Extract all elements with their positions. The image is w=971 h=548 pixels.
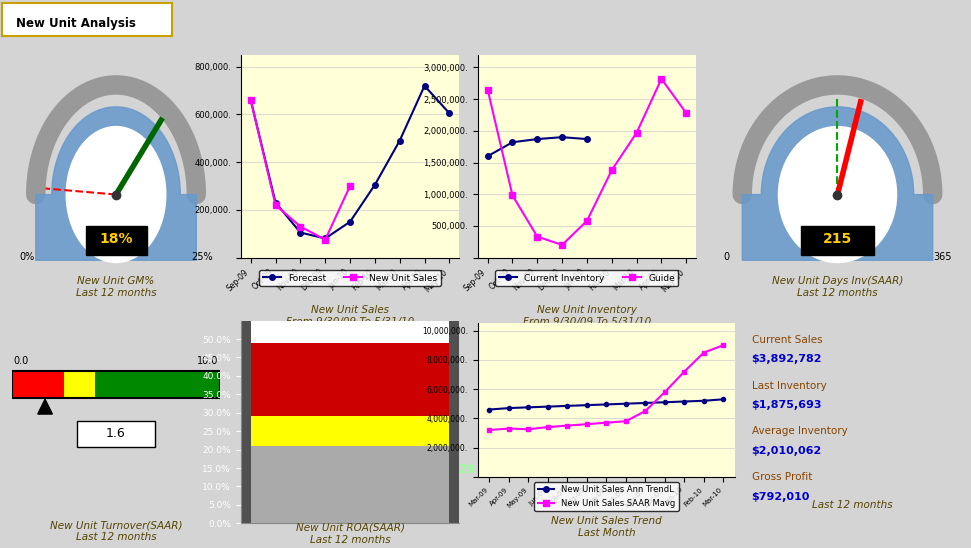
- Legend: Forecast, New Unit Sales: Forecast, New Unit Sales: [259, 270, 441, 286]
- Text: Last Inventory: Last Inventory: [752, 381, 826, 391]
- Text: 0: 0: [723, 253, 729, 262]
- Text: New Unit Turnover(SAAR)
Last 12 months: New Unit Turnover(SAAR) Last 12 months: [50, 521, 183, 543]
- Text: 29.0%: 29.0%: [458, 464, 499, 476]
- Text: 25%: 25%: [190, 253, 213, 262]
- Legend: New Unit Sales Ann TrendL, New Unit Sales SAAR Mavg: New Unit Sales Ann TrendL, New Unit Sale…: [534, 482, 679, 511]
- Text: 365: 365: [933, 253, 952, 262]
- Polygon shape: [38, 399, 52, 414]
- Legend: Current Inventory, Guide: Current Inventory, Guide: [495, 270, 679, 286]
- Bar: [251, 416, 450, 446]
- Bar: [95, 370, 220, 398]
- Text: 215: 215: [822, 232, 853, 247]
- Text: New Unit Sales
From 9/30/09 To 5/31/10: New Unit Sales From 9/30/09 To 5/31/10: [285, 305, 415, 327]
- Text: 0%: 0%: [19, 253, 35, 262]
- Text: $1,875,693: $1,875,693: [752, 400, 822, 410]
- Text: $3,892,782: $3,892,782: [752, 355, 822, 364]
- Bar: [251, 446, 450, 523]
- Circle shape: [779, 127, 896, 262]
- Text: 10.0: 10.0: [197, 356, 218, 366]
- Text: New Unit Sales Trend
Last Month: New Unit Sales Trend Last Month: [551, 516, 662, 538]
- Text: Average Inventory: Average Inventory: [752, 426, 848, 436]
- FancyBboxPatch shape: [78, 421, 154, 447]
- Polygon shape: [36, 107, 196, 260]
- Text: New Unit Analysis: New Unit Analysis: [16, 16, 135, 30]
- Bar: [85, 226, 147, 255]
- Text: Current Sales: Current Sales: [752, 335, 822, 345]
- Text: New Unit Inventory
From 9/30/09 To 5/31/10: New Unit Inventory From 9/30/09 To 5/31/…: [522, 305, 652, 327]
- Bar: [12, 370, 64, 398]
- Bar: [251, 342, 450, 416]
- Bar: [64, 370, 95, 398]
- Text: 18%: 18%: [99, 232, 133, 247]
- Text: New Unit GM%
Last 12 months: New Unit GM% Last 12 months: [76, 276, 156, 298]
- Text: 1.6: 1.6: [106, 427, 126, 440]
- Text: New Unit ROA(SAAR)
Last 12 months: New Unit ROA(SAAR) Last 12 months: [295, 523, 405, 545]
- Text: New Unit Days Inv(SAAR)
Last 12 months: New Unit Days Inv(SAAR) Last 12 months: [772, 276, 903, 298]
- Bar: [801, 226, 874, 255]
- Text: Gross Profit: Gross Profit: [752, 472, 812, 482]
- Circle shape: [66, 127, 166, 262]
- Text: 0.0: 0.0: [14, 356, 29, 366]
- Polygon shape: [742, 107, 933, 260]
- Text: $2,010,062: $2,010,062: [752, 446, 821, 456]
- Text: Last 12 months: Last 12 months: [812, 500, 892, 510]
- Text: $792,010: $792,010: [752, 492, 810, 501]
- Bar: [12, 370, 220, 398]
